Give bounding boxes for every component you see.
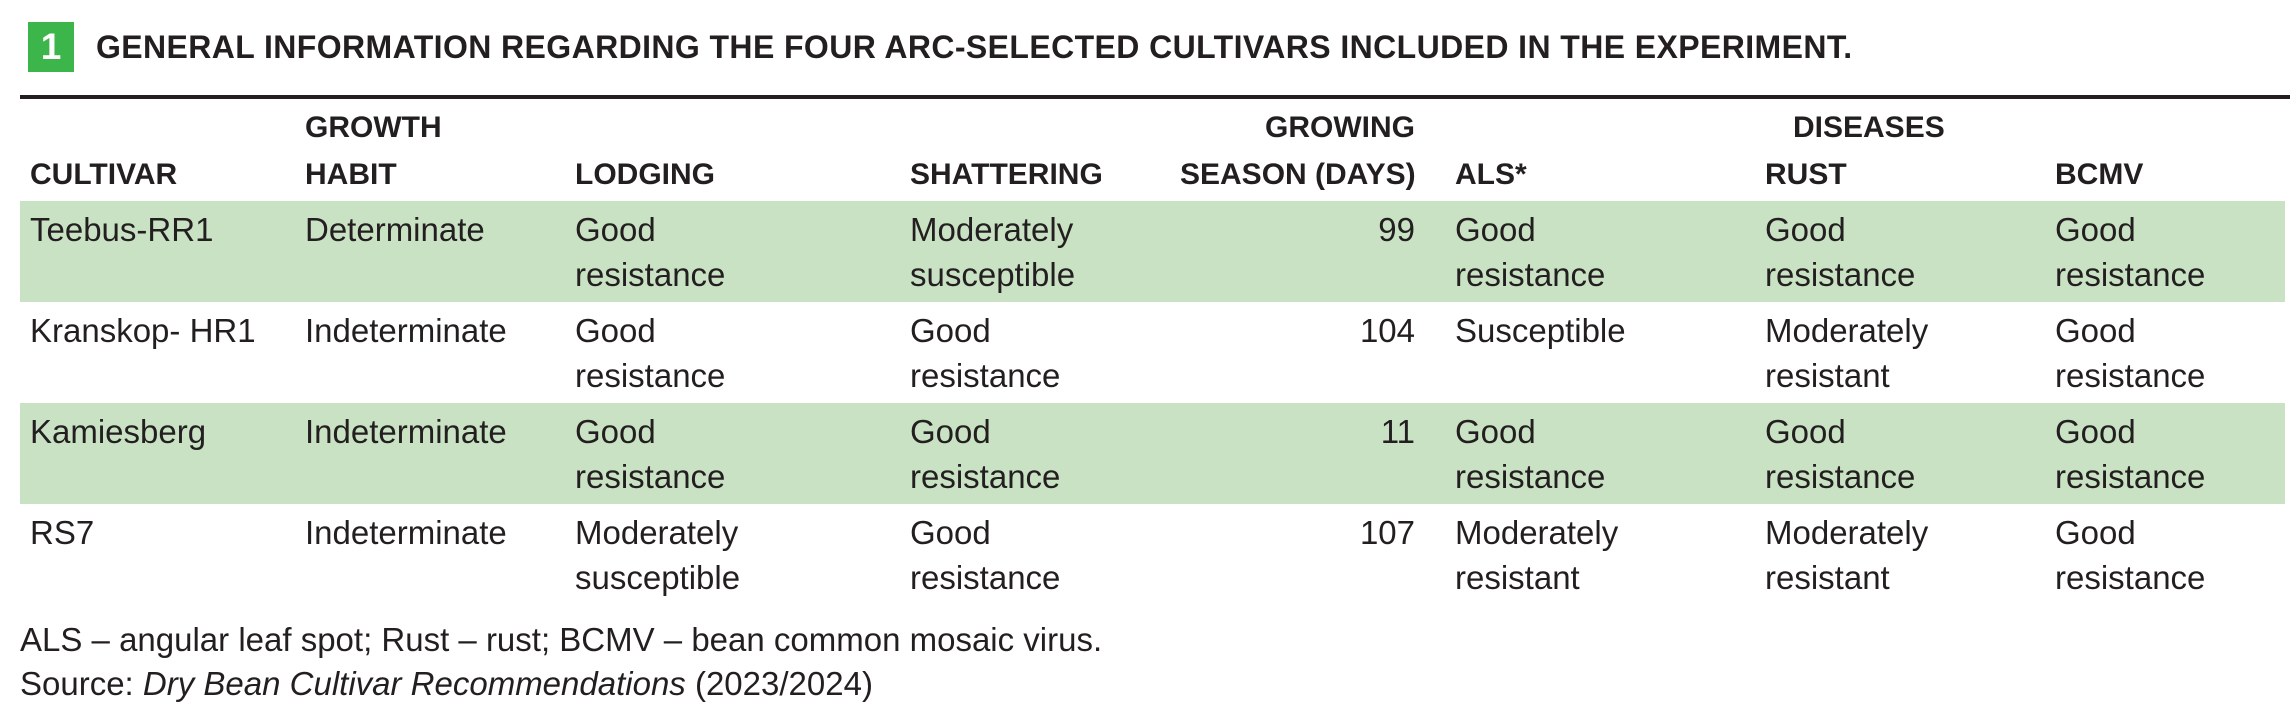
cell-growth-habit: Indeterminate [305,312,507,349]
group-header-row: GROWTH GROWING DISEASES [20,99,2285,145]
footnote-source: Source: Dry Bean Cultivar Recommendation… [20,662,2296,706]
table-number-badge: 1 [28,22,74,72]
cell-cultivar: RS7 [30,514,95,551]
cell-shattering: Good resistance [910,312,1061,394]
group-header-diseases: DISEASES [1793,111,1945,144]
column-header-rust: RUST [1765,158,1847,191]
cell-shattering: Good resistance [910,413,1061,495]
table-row-rs7: RS7 Indeterminate Moderately susceptible… [20,504,2285,605]
group-header-empty [20,99,295,145]
cell-rust: Moderately resistant [1765,514,1929,596]
cell-als: Susceptible [1455,312,1626,349]
cell-growing-season: 107 [1359,514,1415,551]
cell-bcmv: Good resistance [2055,211,2206,293]
footnote-source-label: Source: [20,665,143,702]
footnote-source-title: Dry Bean Cultivar Recommendations [142,665,686,702]
cell-lodging: Moderately susceptible [575,514,741,596]
cell-growth-habit: Indeterminate [305,514,507,551]
column-header-lodging: LODGING [575,158,715,191]
footnote-abbreviations: ALS – angular leaf spot; Rust – rust; BC… [20,621,1103,658]
table-row-teebus: Teebus-RR1 Determinate Good resistance M… [20,201,2285,302]
cell-rust: Moderately resistant [1765,312,1929,394]
cell-lodging: Good resistance [575,211,726,293]
group-header-empty [565,99,900,145]
cell-growing-season: 104 [1359,312,1415,349]
cell-bcmv: Good resistance [2055,514,2206,596]
column-header-growing-season: SEASON (DAYS) [1180,158,1416,191]
table-row-kamiesberg: Kamiesberg Indeterminate Good resistance… [20,403,2285,504]
cell-bcmv: Good resistance [2055,312,2206,394]
table-title: GENERAL INFORMATION REGARDING THE FOUR A… [96,28,1853,65]
cell-shattering: Good resistance [910,514,1061,596]
column-header-shattering: SHATTERING [910,158,1103,191]
column-header-als: ALS* [1455,158,1527,191]
cultivars-table: GROWTH GROWING DISEASES CULTIVAR HABIT L… [20,99,2285,605]
cell-cultivar: Kranskop- HR1 [30,312,256,349]
cell-rust: Good resistance [1765,413,1916,495]
cell-growth-habit: Indeterminate [305,413,507,450]
group-header-growth: GROWTH [305,111,442,144]
group-header-empty [1445,99,1755,145]
cell-growing-season: 99 [1378,211,1415,248]
cell-cultivar: Teebus-RR1 [30,211,214,248]
cell-lodging: Good resistance [575,312,726,394]
column-header-growth-habit: HABIT [305,158,397,191]
footnotes: ALS – angular leaf spot; Rust – rust; BC… [20,618,2296,706]
cell-lodging: Good resistance [575,413,726,495]
column-header-bcmv: BCMV [2055,158,2144,191]
footnote-source-year: (2023/2024) [685,665,873,702]
title-block: 1 GENERAL INFORMATION REGARDING THE FOUR… [0,0,2296,72]
column-header-cultivar: CULTIVAR [30,158,178,191]
cell-rust: Good resistance [1765,211,1916,293]
table-row-kranskop: Kranskop- HR1 Indeterminate Good resista… [20,302,2285,403]
cell-shattering: Moderately susceptible [910,211,1076,293]
group-header-growing: GROWING [1265,111,1415,144]
cell-cultivar: Kamiesberg [30,413,207,450]
cell-growth-habit: Determinate [305,211,485,248]
cell-bcmv: Good resistance [2055,413,2206,495]
group-header-empty [900,99,1170,145]
cell-als: Moderately resistant [1455,514,1619,596]
title-divider [20,95,2290,99]
column-header-row: CULTIVAR HABIT LODGING SHATTERING SEASON… [20,145,2285,201]
cell-als: Good resistance [1455,413,1606,495]
cell-growing-season: 11 [1380,413,1415,450]
cell-als: Good resistance [1455,211,1606,293]
